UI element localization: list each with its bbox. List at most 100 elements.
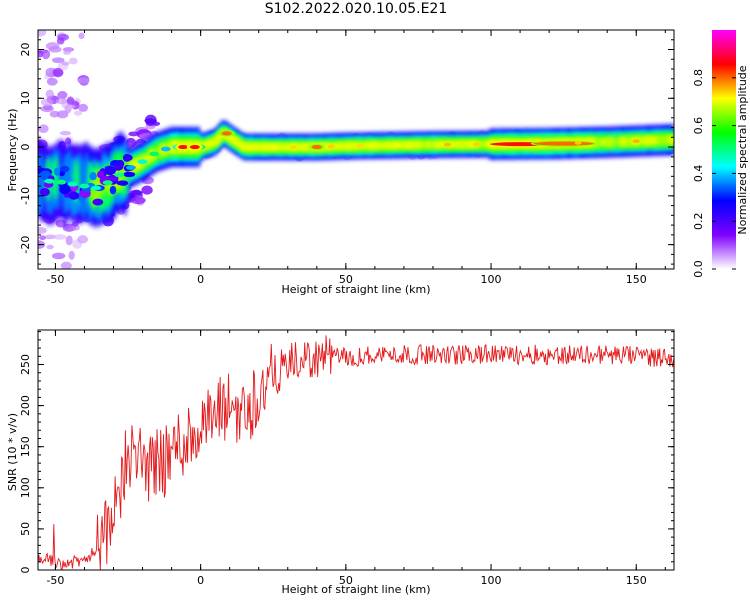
spectrogram-ridge-cell bbox=[609, 135, 617, 149]
spectrogram-ridge-spot bbox=[269, 145, 277, 149]
spectrogram-ridge-cell bbox=[337, 143, 345, 150]
snr-x-tick-label: 0 bbox=[197, 574, 204, 587]
spectrogram-noise-blob bbox=[68, 250, 75, 260]
spectrogram-peak bbox=[178, 145, 189, 150]
spectrogram-y-tick-label: -10 bbox=[19, 187, 32, 205]
snr-x-tick-label: 100 bbox=[481, 574, 502, 587]
spectrogram-chaotic-blob bbox=[39, 188, 50, 197]
spectrogram-x-label: Height of straight line (km) bbox=[281, 283, 430, 296]
snr-y-tick-label: 150 bbox=[19, 436, 32, 457]
snr-frame bbox=[37, 329, 675, 571]
spectrogram-ridge-cell bbox=[651, 136, 659, 145]
snr-plot-area bbox=[38, 330, 674, 570]
spectrogram-chaotic-blob bbox=[110, 175, 119, 181]
spectrogram-ridge-dash bbox=[44, 178, 55, 184]
spectrogram-chaotic-blob bbox=[68, 191, 80, 200]
spectrogram-noise-blob bbox=[68, 57, 78, 65]
spectrogram-x-tick-label: 150 bbox=[626, 273, 647, 286]
snr-y-tick-label: 100 bbox=[19, 477, 32, 498]
spectrogram-ridge-dash bbox=[137, 159, 148, 165]
snr-y-ticks: 0 50 100 150 200 250 bbox=[19, 331, 674, 574]
spectrogram-ridge-spot bbox=[394, 143, 402, 148]
spectrogram-noise-blob bbox=[38, 30, 47, 37]
spectrogram-noise-blob bbox=[40, 98, 54, 107]
spectrogram-peak bbox=[533, 141, 594, 146]
spectrogram-y-ticks: -20 -10 0 10 20 bbox=[19, 29, 674, 265]
snr-panel: -50 0 50 100 150 0 50 100 150 200 250 Height of s… bbox=[6, 329, 675, 596]
spectrogram-noise-blob bbox=[38, 50, 44, 58]
spectrogram-noise-blob bbox=[45, 42, 60, 50]
spectrogram-noise-blob bbox=[38, 226, 47, 234]
spectrogram-y-tick-label: 0 bbox=[19, 144, 32, 151]
spectrogram-noise-blob bbox=[63, 50, 71, 55]
colorbar-tick-label: 0.2 bbox=[692, 212, 705, 230]
spectrogram-chaotic-blob bbox=[59, 184, 71, 195]
colorbar-tick-label: 0.4 bbox=[692, 165, 705, 183]
spectrogram-noise-blob bbox=[46, 77, 58, 86]
spectrogram-chaotic-blob bbox=[123, 171, 136, 178]
spectrogram-y-tick-label: -20 bbox=[19, 236, 32, 254]
spectrogram-noise-blob bbox=[55, 219, 67, 228]
spectrogram-ridge-cell bbox=[620, 137, 627, 146]
spectrogram-noise-blob bbox=[49, 110, 60, 118]
snr-y-tick-label: 250 bbox=[19, 354, 32, 375]
spectrogram-ridge-cell bbox=[52, 155, 59, 201]
spectrogram-noise-blob bbox=[60, 261, 72, 269]
spectrogram-ridge-dash bbox=[160, 146, 171, 152]
spectrogram-ridge-spot bbox=[632, 139, 640, 143]
snr-line-layer bbox=[38, 335, 674, 570]
spectrogram-peak bbox=[311, 145, 322, 150]
spectrogram-ridge-cell bbox=[372, 142, 380, 149]
spectrogram-ridge-spot bbox=[327, 144, 335, 149]
spectrogram-ridge-cell bbox=[439, 141, 446, 148]
spectrogram-noise-blob bbox=[56, 110, 69, 119]
spectrogram-ridge-dash bbox=[114, 172, 125, 178]
spectrogram-noise-blob bbox=[128, 131, 139, 137]
spectrogram-noise-blob bbox=[57, 33, 70, 41]
spectrogram-chaotic-blob bbox=[89, 171, 97, 181]
spectrogram-chaotic-blob bbox=[54, 167, 61, 176]
snr-x-tick-label: -50 bbox=[46, 574, 64, 587]
spectrogram-ridge-dash bbox=[79, 183, 90, 189]
colorbar: 0.0 0.2 0.4 0.6 0.8 Normalized spectral ampl… bbox=[692, 30, 749, 278]
figure-title: S102.2022.020.10.05.E21 bbox=[264, 1, 448, 17]
spectrogram-ridge-cell bbox=[669, 136, 674, 144]
spectrogram-noise-blob bbox=[77, 77, 90, 84]
spectrogram-ridge-cell bbox=[407, 141, 415, 149]
spectrogram-noise-blob bbox=[144, 118, 157, 123]
spectrogram-noise-blob bbox=[40, 105, 54, 113]
spectrogram-ridge-cell bbox=[425, 141, 432, 148]
spectrogram-ridge-dash bbox=[67, 181, 78, 187]
spectrogram-ridge-spot bbox=[443, 142, 451, 147]
spectrogram-chaotic-blob bbox=[60, 165, 70, 173]
spectrogram-frame bbox=[37, 29, 675, 270]
spectrogram-noise-blob bbox=[46, 244, 54, 250]
spectrogram-ridge-dash bbox=[102, 180, 113, 186]
spectrogram-y-tick-label: 10 bbox=[19, 91, 32, 105]
spectrogram-ridge-cell bbox=[38, 152, 45, 215]
spectrogram-noise-blob bbox=[45, 89, 55, 99]
spectrogram-chaotic-blob bbox=[109, 185, 117, 195]
spectrogram-ridge-spot bbox=[458, 142, 466, 147]
snr-y-label: SNR (10 * v/v) bbox=[6, 413, 19, 491]
spectrogram-x-tick-label: 100 bbox=[481, 273, 502, 286]
spectrogram-noise-blob bbox=[57, 91, 68, 100]
snr-x-tick-label: 50 bbox=[339, 574, 353, 587]
colorbar-label: Normalized spectral amplitude bbox=[736, 65, 749, 234]
spectrogram-noise-blob bbox=[61, 61, 70, 66]
snr-x-ticks: -50 0 50 100 150 bbox=[46, 330, 666, 587]
spectrogram-chaotic-blob bbox=[118, 180, 129, 186]
snr-series-line bbox=[38, 335, 674, 570]
spectrogram-ridge-dash bbox=[149, 151, 160, 157]
spectrogram-noise-blob bbox=[130, 196, 146, 205]
colorbar-tick-label: 0.0 bbox=[692, 260, 705, 278]
spectrogram-panel: -50 0 50 100 150 -20 -10 0 10 20 Height of strai… bbox=[6, 29, 675, 296]
spectrogram-noise-blob bbox=[55, 98, 68, 105]
colorbar-tick-label: 0.6 bbox=[692, 117, 705, 135]
spectrogram-noise-blob bbox=[51, 252, 66, 260]
spectrogram-noise-blob bbox=[52, 67, 64, 78]
colorbar-gradient bbox=[712, 30, 736, 269]
spectrogram-noise-blob bbox=[53, 234, 67, 240]
spectrogram-noise-blob bbox=[65, 235, 73, 246]
